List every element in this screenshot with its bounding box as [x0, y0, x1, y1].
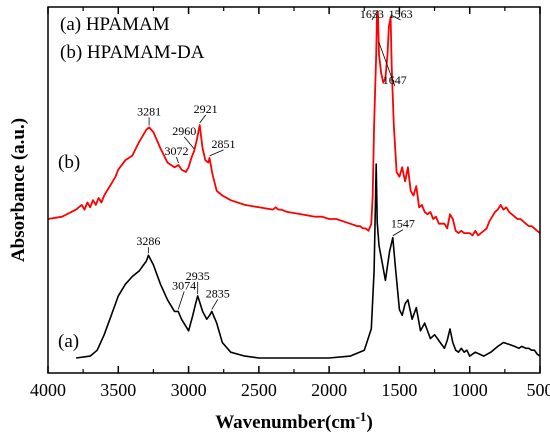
- peak-label-3072: 3072: [164, 144, 188, 158]
- x-tick-label: 4000: [30, 380, 66, 400]
- x-tick-label: 2500: [241, 380, 277, 400]
- peak-label-2851: 2851: [212, 137, 236, 151]
- x-axis-title-sup: -1: [356, 409, 367, 424]
- trace-label-a: (a): [58, 331, 79, 352]
- peak-label-2935: 2935: [186, 269, 210, 283]
- legend-entry-a: (a) HPAMAM: [60, 14, 170, 35]
- peak-leader: [200, 115, 206, 123]
- legend-entry-b: (b) HPAMAM-DA: [60, 42, 205, 63]
- series-line-a: [76, 164, 540, 358]
- x-axis-title: Wavenumber(cm-1): [215, 409, 373, 434]
- x-tick-label: 2000: [311, 380, 347, 400]
- x-tick-label: 3000: [171, 380, 207, 400]
- peak-label-1563: 1563: [389, 7, 413, 21]
- peak-leader: [178, 291, 184, 309]
- peak-label-2921: 2921: [194, 102, 218, 116]
- peak-label-1647: 1647: [383, 73, 407, 87]
- y-axis-title: Absorbance (a.u.): [8, 118, 29, 262]
- x-tick-label: 1500: [381, 380, 417, 400]
- x-tick-label: 3500: [100, 380, 136, 400]
- peak-label-3286: 3286: [136, 234, 160, 248]
- ticks-layer: 4000 3500 3000 2500 2000 1500 1000 500: [30, 7, 550, 400]
- peak-label-2960: 2960: [172, 124, 196, 138]
- x-tick-label: 500: [527, 380, 550, 400]
- peak-label-3281: 3281: [137, 104, 161, 118]
- peak-label-2835: 2835: [206, 286, 230, 300]
- peak-label-1653: 1653: [360, 7, 384, 21]
- x-tick-label: 1000: [452, 380, 488, 400]
- peak-leader: [212, 299, 218, 309]
- peak-label-1547: 1547: [391, 217, 415, 231]
- trace-label-b: (b): [58, 152, 80, 173]
- curves-layer: [48, 12, 540, 358]
